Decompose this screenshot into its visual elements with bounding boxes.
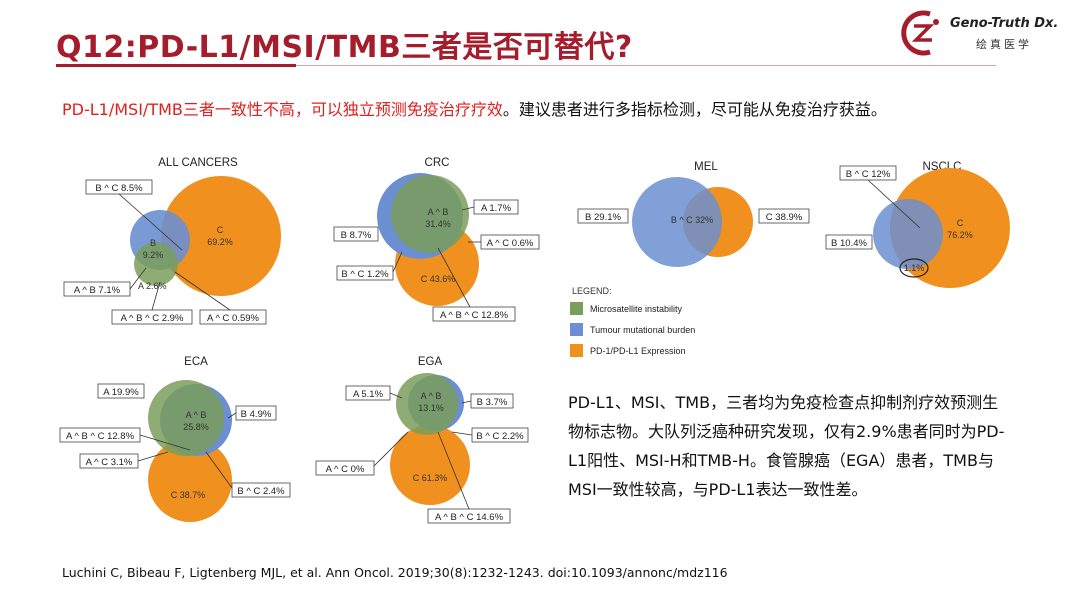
circle-c: [390, 425, 470, 505]
venn-crc: CRC A ^ B 31.4% C 43.6% A 1.7% B 8.7% A …: [333, 157, 540, 322]
label-box: [825, 234, 873, 250]
circle-b: [632, 177, 722, 267]
title-underline: [56, 64, 296, 67]
label-box: [97, 383, 145, 399]
venn-eca: ECA A ^ B 25.8% C 38.7% A 19.9% B 4.9% A…: [59, 356, 291, 522]
region-ab-value: 13.1%: [418, 403, 444, 413]
key-message: PD-L1/MSI/TMB三者一致性不高，可以独立预测免疫治疗疗效。建议患者进行…: [62, 96, 887, 120]
legend: LEGEND: Microsatellite instability Tumou…: [570, 286, 695, 357]
legend-swatch-pdl1: [570, 344, 583, 357]
region-a-value: A 2.6%: [138, 281, 167, 291]
label-bc: B ^ C 8.5%: [95, 183, 143, 194]
label-ac: A ^ C 3.1%: [86, 457, 133, 468]
region-ab-letter: A ^ B: [186, 410, 207, 420]
label-ac: A ^ C 0%: [326, 464, 365, 475]
label-bc: B ^ C 2.2%: [476, 431, 524, 442]
legend-swatch-msi: [570, 302, 583, 315]
region-c-value: C 38.7%: [171, 490, 206, 500]
label-box: [432, 306, 516, 322]
citation: Luchini C, Bibeau F, Ligtenberg MJL, et …: [62, 565, 728, 580]
legend-title: LEGEND:: [572, 286, 612, 296]
label-box: [336, 265, 394, 281]
label-a: A 5.1%: [353, 389, 384, 400]
label-box: [758, 208, 810, 224]
label-bc: B ^ C 2.4%: [237, 486, 285, 497]
legend-swatch-tmb: [570, 323, 583, 336]
label-abc: A ^ B ^ C 12.8%: [66, 431, 135, 442]
label-b: B 8.7%: [341, 230, 372, 241]
key-message-rest: 。建议患者进行多指标检测，尽可能从免疫治疗获益。: [502, 100, 887, 119]
venn-mel: MEL B ^ C 32% B 29.1% C 38.9%: [577, 161, 810, 267]
highlight-ring: [899, 258, 929, 278]
summary-paragraph: PD-L1、MSI、TMB，三者均为免疫检查点抑制剂疗效预测生物标志物。大队列泛…: [568, 393, 1005, 499]
company-logo: Geno-Truth Dx. 绘真医学: [900, 8, 1070, 58]
legend-label-msi: Microsatellite instability: [590, 304, 683, 314]
label-box: [333, 226, 379, 242]
region-abc-value: 1.1%: [904, 263, 925, 273]
chart-title-all-cancers: ALL CANCERS: [158, 157, 238, 169]
region-c-value: 76.2%: [947, 230, 973, 240]
legend-label-pdl1: PD-1/PD-L1 Expression: [590, 346, 686, 356]
region-bc-value: B ^ C 32%: [671, 215, 713, 225]
region-ab-letter: A ^ B: [421, 391, 442, 401]
label-box: [577, 208, 629, 224]
label-a: A 1.7%: [481, 203, 512, 214]
region-b-letter: B: [150, 238, 156, 248]
label-box: [315, 460, 375, 476]
region-c-letter: C: [957, 218, 964, 228]
region-c-value: C 43.6%: [421, 274, 456, 284]
circle-a: [134, 242, 178, 286]
label-ab: A ^ B 7.1%: [74, 285, 121, 296]
circle-a: [148, 380, 224, 456]
label-bc: B ^ C 12%: [846, 169, 891, 180]
circle-a: [396, 373, 458, 435]
legend-label-tmb: Tumour mutational burden: [590, 325, 695, 335]
page-title: Q12:PD-L1/MSI/TMB三者是否可替代?: [56, 30, 633, 65]
label-b: B 29.1%: [585, 212, 621, 223]
circle-c: [161, 176, 281, 296]
region-c-letter: C: [217, 225, 224, 235]
label-box: [199, 309, 267, 325]
region-ab-value: 25.8%: [183, 422, 209, 432]
region-c-value: 69.2%: [207, 237, 233, 247]
title-divider: [296, 65, 996, 66]
label-abc: A ^ B ^ C 14.6%: [435, 512, 504, 523]
chart-title-mel: MEL: [694, 161, 718, 173]
circle-a: [391, 175, 469, 253]
venn-nsclc: NSCLC C 76.2% 1.1% B ^ C 12% B 10.4%: [825, 161, 1010, 288]
label-b: B 3.7%: [477, 397, 508, 408]
region-c-value: C 61.3%: [413, 473, 448, 483]
region-ab-letter: A ^ B: [428, 207, 449, 217]
label-ac: A ^ C 0.6%: [487, 238, 534, 249]
label-ac: A ^ C 0.59%: [207, 313, 260, 324]
chart-title-crc: CRC: [425, 157, 450, 169]
logo-mark-icon: [901, 10, 939, 56]
label-box: [231, 482, 291, 498]
logo-name-cn: 绘真医学: [976, 38, 1032, 51]
label-b: B 10.4%: [831, 238, 867, 249]
key-message-highlight: PD-L1/MSI/TMB三者一致性不高，可以独立预测免疫治疗疗效: [62, 100, 503, 119]
region-b-value: 9.2%: [143, 250, 164, 260]
venn-ega: EGA A ^ B 13.1% C 61.3% A 5.1% B 3.7% B …: [315, 356, 529, 524]
label-a: A 19.9%: [103, 387, 139, 398]
circle-b: [873, 199, 943, 269]
label-bc: B ^ C 1.2%: [341, 269, 389, 280]
label-abc: A ^ B ^ C 2.9%: [121, 313, 184, 324]
venn-all-cancers: ALL CANCERS B 9.2% C 69.2% A 2.6% B ^ C …: [63, 157, 281, 325]
region-ab-value: 31.4%: [425, 219, 451, 229]
logo-name-en: Geno-Truth Dx.: [950, 16, 1059, 31]
label-b: B 4.9%: [241, 409, 272, 420]
chart-title-ega: EGA: [418, 356, 443, 368]
label-abc: A ^ B ^ C 12.8%: [440, 310, 509, 321]
label-c: C 38.9%: [766, 212, 803, 223]
chart-title-eca: ECA: [184, 356, 208, 368]
